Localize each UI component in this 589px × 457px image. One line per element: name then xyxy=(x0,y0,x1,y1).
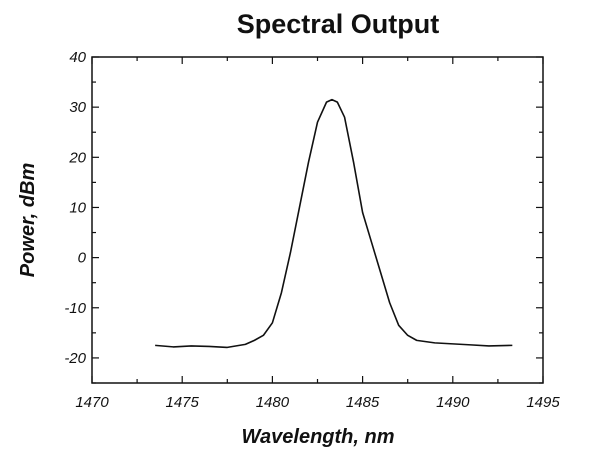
y-tick-label: 30 xyxy=(69,99,86,116)
y-tick-label: 10 xyxy=(69,199,86,216)
x-tick-label: 1480 xyxy=(256,394,290,411)
x-tick-label: 1470 xyxy=(75,394,109,411)
x-tick-label: 1475 xyxy=(166,394,200,411)
y-axis-label: Power, dBm xyxy=(17,163,39,277)
spectrum-line xyxy=(155,98,513,349)
x-tick-label: 1490 xyxy=(436,394,470,411)
y-tick-label: -20 xyxy=(64,350,86,367)
y-tick-label: -10 xyxy=(64,300,86,317)
x-axis-label: Wavelength, nm xyxy=(242,426,395,448)
plot-frame xyxy=(91,56,544,384)
axis-ticks xyxy=(91,56,544,384)
y-tick-label: 0 xyxy=(78,250,87,267)
x-tick-label: 1495 xyxy=(526,394,560,411)
tick-labels: 1470 1475 1480 1485 1490 1495 40 30 20 10 0 -10 -20 xyxy=(64,49,560,411)
x-tick-label: 1485 xyxy=(346,394,380,411)
y-tick-label: 40 xyxy=(69,49,86,66)
chart-title: Spectral Output xyxy=(237,9,440,39)
y-tick-label: 20 xyxy=(68,149,86,166)
